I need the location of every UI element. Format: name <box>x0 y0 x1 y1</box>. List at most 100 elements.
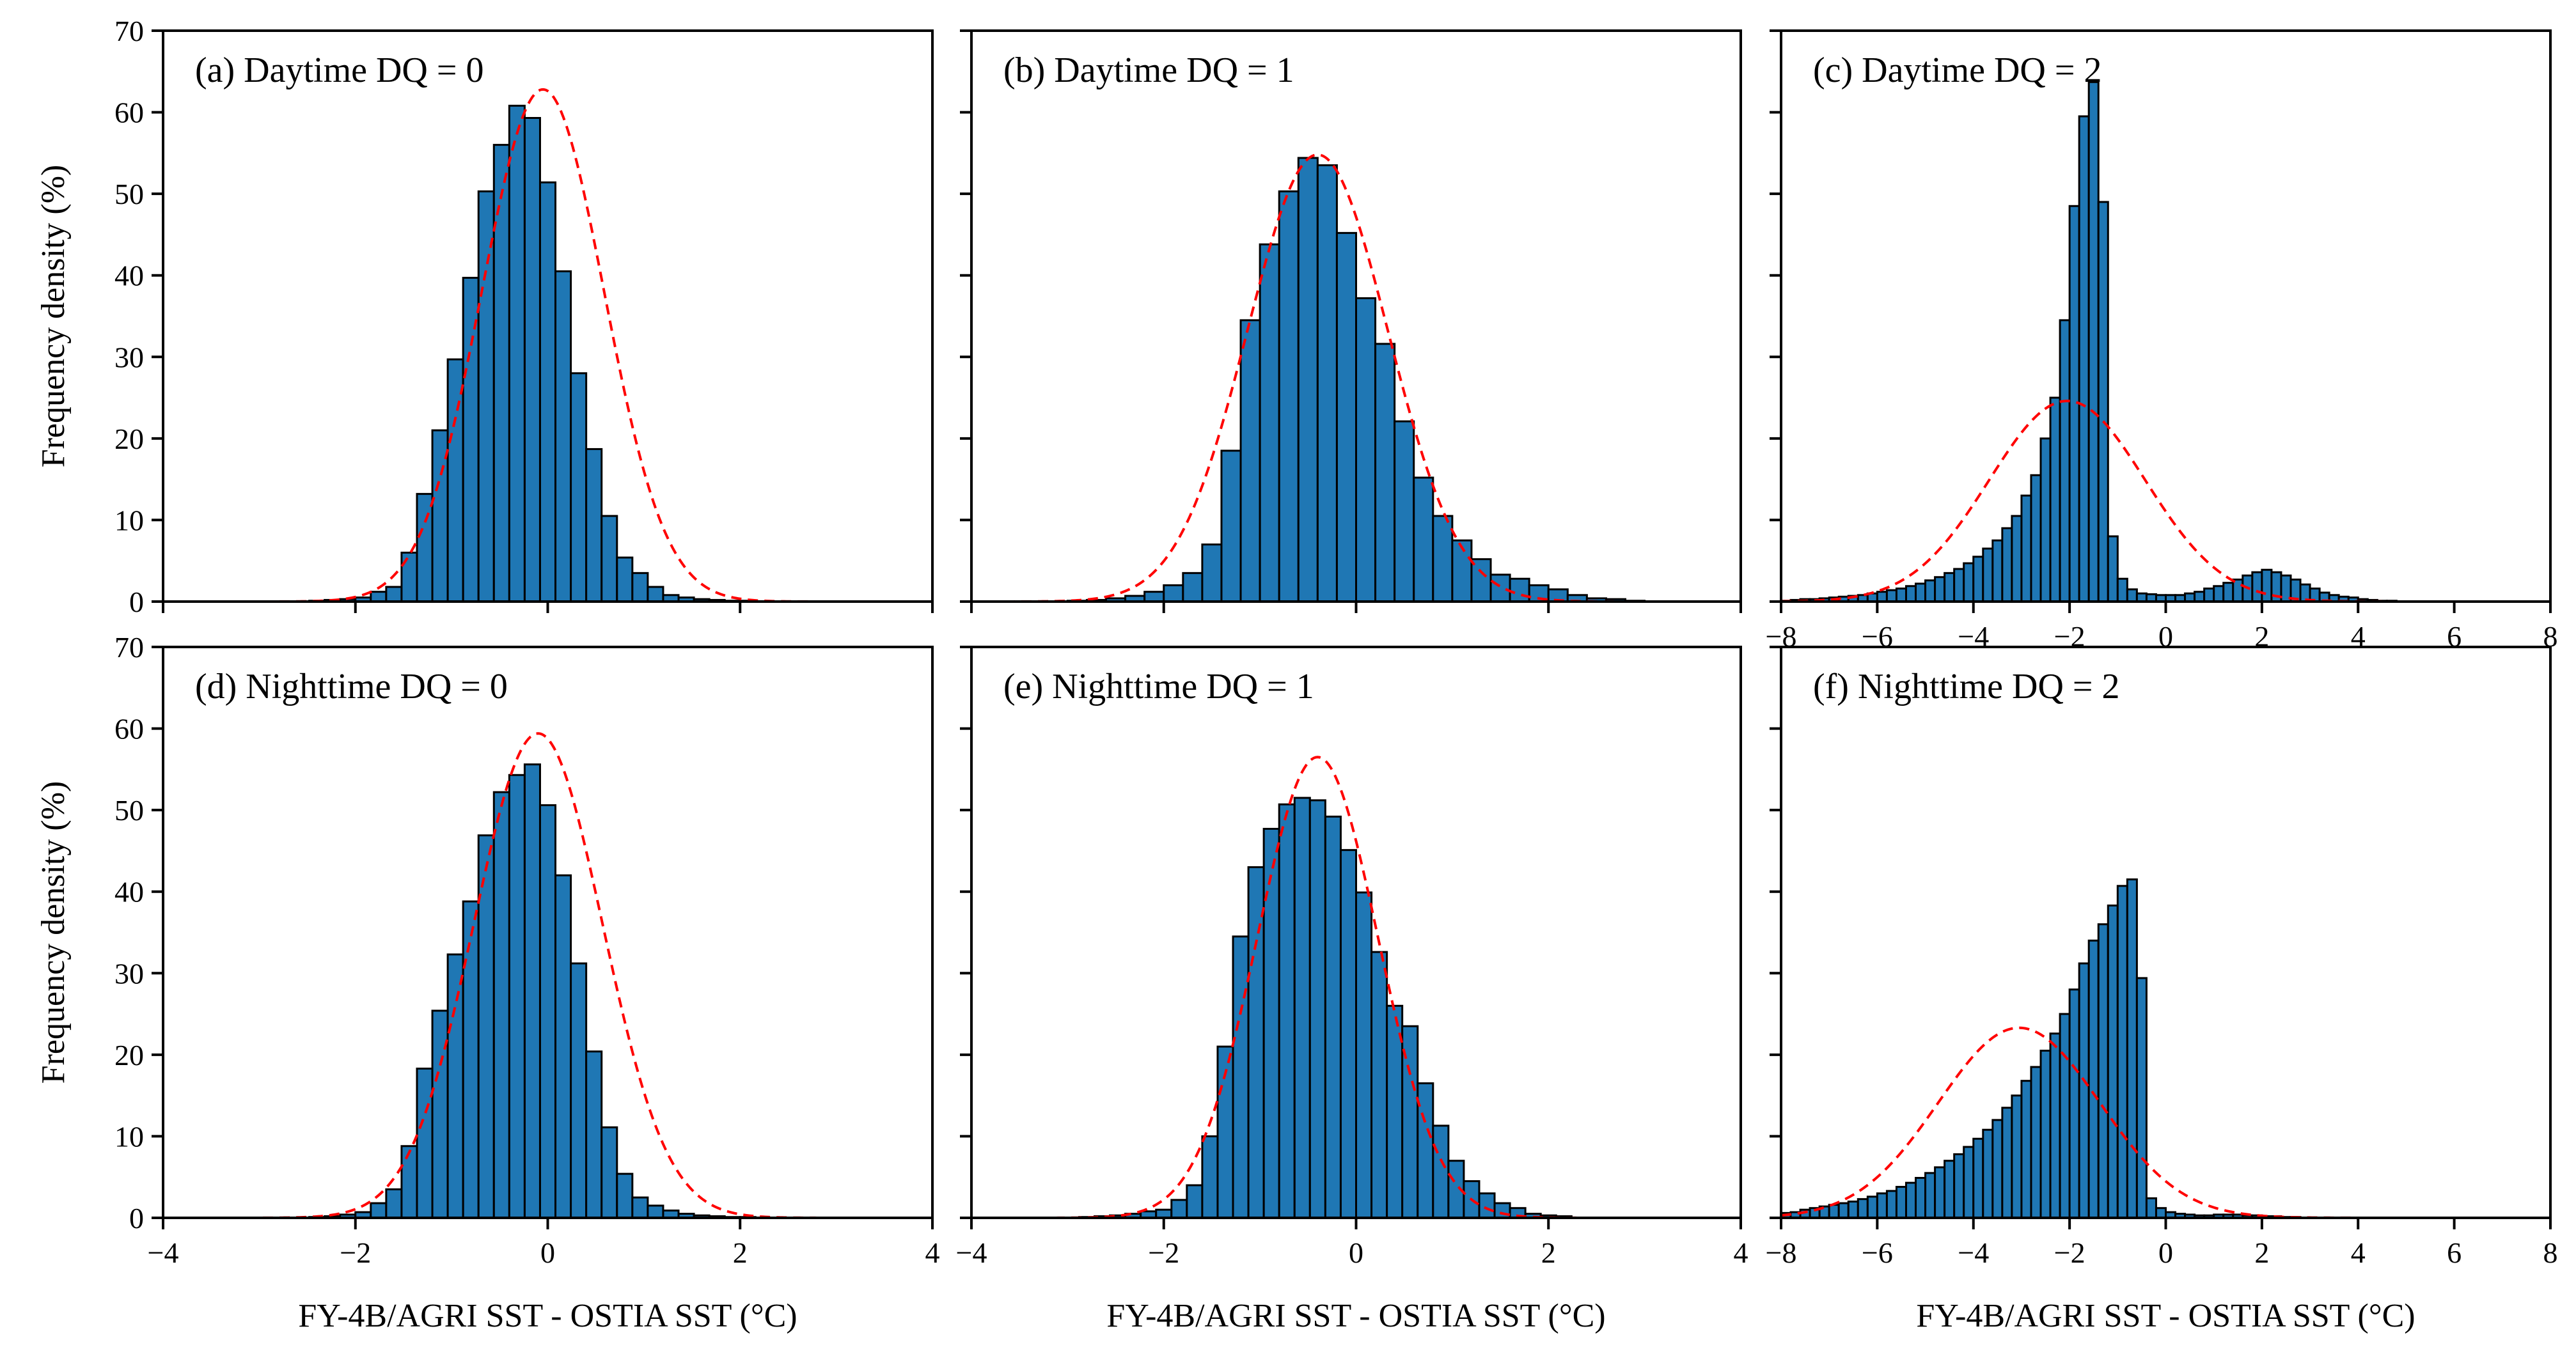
histogram-bar <box>1972 1137 1984 1219</box>
histogram-bar <box>1478 1192 1496 1219</box>
histogram-bar <box>1297 157 1319 603</box>
histogram-bar <box>616 556 634 603</box>
x-tick-label: 0 <box>540 1236 555 1269</box>
x-tick-label: −6 <box>1862 1236 1893 1269</box>
histogram-bar <box>554 874 572 1219</box>
histogram-bar <box>446 358 464 603</box>
x-tick-label: 4 <box>925 1236 940 1269</box>
histogram-bar <box>1370 951 1388 1219</box>
x-tick-label: 6 <box>2447 1236 2462 1269</box>
histogram-bar <box>416 493 434 603</box>
histogram-bar <box>523 763 541 1219</box>
histogram-bar <box>477 834 495 1219</box>
y-tick-label: 0 <box>129 586 144 618</box>
histogram-bar <box>585 1050 603 1219</box>
histogram-bar <box>1924 579 1936 603</box>
histogram-bar <box>1837 1202 1850 1219</box>
histogram-bar <box>2049 396 2061 603</box>
histogram-bar <box>1232 935 1250 1219</box>
x-axis-label: FY-4B/AGRI SST - OSTIA SST (°C) <box>298 1298 797 1334</box>
histogram-bar <box>601 1126 618 1219</box>
histogram-bar <box>1308 799 1326 1219</box>
x-tick-label: −2 <box>1148 1236 1179 1269</box>
histogram-bar <box>1259 243 1280 603</box>
histogram-bar <box>1934 1166 1946 1219</box>
panel-title: (c) Daytime DQ = 2 <box>1813 51 2101 90</box>
histogram-bar <box>631 1196 649 1219</box>
histogram-bar <box>1201 1135 1219 1219</box>
x-tick-label: −4 <box>148 1236 179 1269</box>
histogram-bar <box>1374 343 1396 603</box>
panel-f: −8 −6 −4 −2 0 2 4 6 8 (f) Nighttime DQ = 2 FY-4B/A… <box>1766 646 2558 1334</box>
histogram-bar <box>601 515 618 603</box>
x-axis-label: FY-4B/AGRI SST - OSTIA SST (°C) <box>1916 1298 2415 1334</box>
x-tick-label: 8 <box>2543 1236 2558 1269</box>
x-tick-label: −8 <box>1766 1236 1797 1269</box>
histogram-bar <box>446 953 464 1219</box>
histogram-bar <box>1963 1146 1975 1219</box>
histogram-bar <box>2011 515 2023 603</box>
histogram-bar <box>1857 1198 1869 1219</box>
gaussian-fit-curve <box>1780 1026 2550 1219</box>
histogram-bar <box>2107 904 2119 1219</box>
y-tick-label: 50 <box>114 794 144 827</box>
histogram-bar <box>2001 527 2013 603</box>
histogram-bar <box>400 1145 418 1219</box>
histogram-bar <box>1982 547 1994 603</box>
y-tick-label: 20 <box>114 1039 144 1071</box>
panel-a: 0 10 20 30 40 50 60 70 (a) Daytime DQ = 0 Frequen… <box>35 15 934 618</box>
x-tick-label: 6 <box>2447 620 2462 653</box>
y-tick-label: 70 <box>114 15 144 47</box>
histogram-bar <box>1953 568 1965 603</box>
histogram-bar <box>2078 115 2090 603</box>
histogram-bar <box>462 277 480 603</box>
panel-title: (f) Nighttime DQ = 2 <box>1813 667 2120 706</box>
y-tick-label: 10 <box>114 504 144 536</box>
histogram-bar <box>462 900 480 1219</box>
x-tick-label: 0 <box>2158 1236 2173 1269</box>
y-tick-label: 30 <box>114 341 144 373</box>
histogram-bar <box>1182 572 1204 603</box>
histogram-bar <box>2135 977 2148 1219</box>
x-tick-label: −2 <box>340 1236 371 1269</box>
histogram-bar <box>1953 1153 1965 1219</box>
histogram-bar <box>2203 588 2215 603</box>
histogram-bar <box>2222 582 2234 603</box>
histogram-bar <box>1885 589 1897 603</box>
histogram-bar <box>616 1172 634 1219</box>
histogram-bar <box>2251 571 2263 603</box>
y-tick-label: 30 <box>114 957 144 990</box>
histogram-bar <box>1293 797 1311 1219</box>
y-axis-label: Frequency density (%) <box>35 165 72 468</box>
x-tick-label: 0 <box>2158 620 2173 653</box>
histogram-bar <box>554 270 572 603</box>
histogram-bar <box>1170 1199 1188 1219</box>
histogram-bar <box>585 448 603 603</box>
histogram-bar <box>370 1202 388 1219</box>
histogram-bar <box>2097 923 2109 1219</box>
histogram-bar <box>1186 1184 1204 1219</box>
histogram-bar <box>1934 576 1946 603</box>
histogram-bar <box>2194 591 2206 603</box>
panel-title: (e) Nighttime DQ = 1 <box>1003 667 1314 706</box>
histogram-bar <box>2039 437 2052 603</box>
histogram-bar <box>631 572 649 603</box>
histogram-bar <box>1432 1125 1450 1219</box>
x-tick-label: 2 <box>2254 620 2269 653</box>
x-axis-label: FY-4B/AGRI SST - OSTIA SST (°C) <box>1106 1298 1605 1334</box>
histogram-bar <box>2087 81 2100 603</box>
histogram-bar <box>1895 1186 1907 1219</box>
x-tick-label: 4 <box>2351 1236 2366 1269</box>
y-tick-label: 10 <box>114 1120 144 1153</box>
histogram-bar <box>1324 815 1342 1219</box>
histogram-bar <box>1262 827 1280 1219</box>
histogram-bar <box>1991 1119 2004 1219</box>
histogram-bar <box>2068 988 2080 1219</box>
histogram-bar <box>1278 190 1300 603</box>
histogram-bar <box>385 1188 403 1219</box>
histogram-bar <box>2145 1197 2157 1219</box>
histogram-bar <box>1876 1192 1888 1219</box>
histogram-bar <box>570 372 588 603</box>
